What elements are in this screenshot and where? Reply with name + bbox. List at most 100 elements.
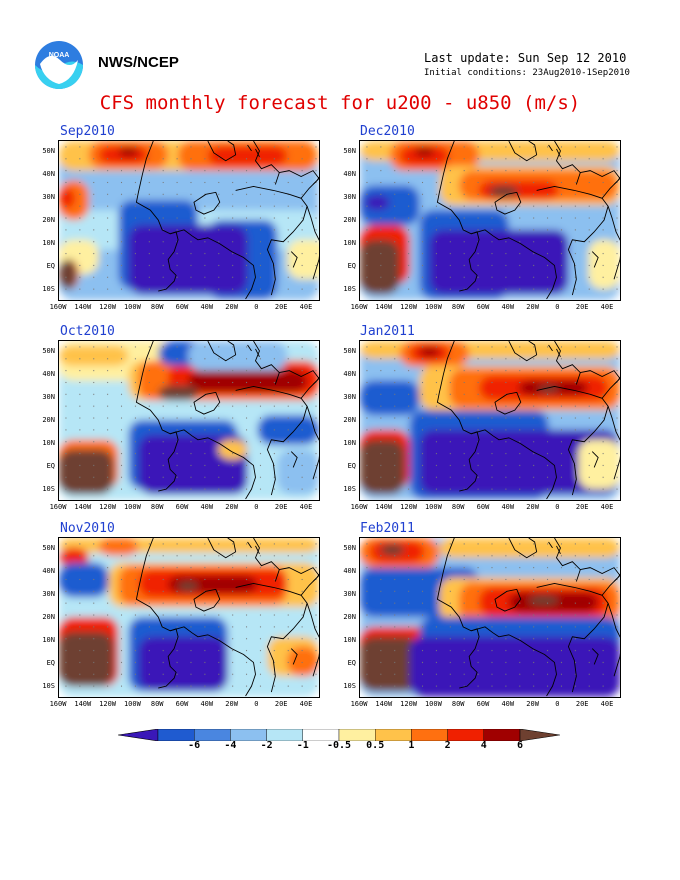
panel-title: Sep2010 — [60, 124, 115, 139]
lon-tick-label: 40E — [600, 700, 614, 708]
lon-tick-label: 40E — [299, 503, 313, 511]
lat-tick-label: 30N — [343, 193, 356, 201]
lon-tick-label: 40W — [501, 503, 515, 511]
panel-title: Oct2010 — [60, 324, 115, 339]
lon-tick-label: 40W — [200, 700, 214, 708]
lat-tick-label: EQ — [46, 262, 55, 270]
lon-tick-label: 20E — [575, 303, 589, 311]
lon-tick-label: 0 — [555, 303, 560, 311]
colorbar-label: 0.5 — [366, 740, 385, 751]
lon-tick-label: 0 — [254, 303, 259, 311]
lon-tick-label: 0 — [254, 700, 259, 708]
lon-tick-label: 120W — [400, 303, 418, 311]
colorbar-label: -0.5 — [326, 740, 352, 751]
lon-tick-label: 160W — [350, 303, 368, 311]
forecast-map — [359, 537, 621, 698]
lon-tick-label: 120W — [99, 503, 117, 511]
lon-tick-label: 80W — [451, 700, 465, 708]
initial-conditions: Initial conditions: 23Aug2010-1Sep2010 — [424, 68, 630, 78]
lon-tick-label: 0 — [555, 700, 560, 708]
lat-tick-label: 20N — [343, 613, 356, 621]
lon-tick-label: 140W — [375, 503, 393, 511]
noaa-logo: NOAA — [34, 40, 84, 90]
lon-tick-label: 40E — [299, 700, 313, 708]
lon-tick-label: 20E — [575, 700, 589, 708]
lon-tick-label: 60W — [175, 503, 189, 511]
lat-tick-label: 50N — [42, 544, 55, 552]
colorbar-arrow-low — [117, 728, 159, 742]
lon-tick-label: 60W — [476, 700, 490, 708]
colorbar-label: -1 — [296, 740, 309, 751]
lat-tick-label: 10S — [42, 682, 55, 690]
lat-tick-label: 30N — [42, 590, 55, 598]
lon-tick-label: 80W — [150, 700, 164, 708]
panel-title: Nov2010 — [60, 521, 115, 536]
lon-tick-label: 20W — [225, 700, 238, 708]
colorbar — [117, 726, 561, 750]
lon-tick-label: 40W — [501, 303, 515, 311]
lat-tick-label: 40N — [343, 170, 356, 178]
lat-tick-label: 50N — [343, 147, 356, 155]
lon-tick-label: 0 — [555, 503, 560, 511]
lat-tick-label: 50N — [343, 347, 356, 355]
lat-tick-label: 40N — [42, 567, 55, 575]
lon-tick-label: 20E — [274, 303, 288, 311]
lon-tick-label: 20W — [526, 503, 539, 511]
lat-tick-label: 10S — [343, 485, 356, 493]
forecast-map — [58, 537, 320, 698]
lon-tick-label: 40E — [600, 503, 614, 511]
lon-tick-label: 40E — [299, 303, 313, 311]
lon-tick-label: 20W — [225, 303, 238, 311]
lat-tick-label: 20N — [343, 416, 356, 424]
lat-tick-label: 40N — [42, 170, 55, 178]
lon-tick-label: 60W — [476, 503, 490, 511]
colorbar-arrow-high — [519, 728, 561, 742]
forecast-map — [58, 340, 320, 501]
colorbar-label: 2 — [444, 740, 451, 751]
lon-tick-label: 40W — [200, 303, 214, 311]
lat-tick-label: 40N — [343, 370, 356, 378]
lon-tick-label: 20E — [274, 700, 288, 708]
lat-tick-label: 50N — [42, 347, 55, 355]
lon-tick-label: 80W — [150, 303, 164, 311]
panel-title: Feb2011 — [360, 521, 415, 536]
colorbar-label: 6 — [516, 740, 524, 751]
lon-tick-label: 160W — [350, 503, 368, 511]
forecast-map — [359, 140, 621, 301]
lon-tick-label: 160W — [49, 503, 67, 511]
colorbar-label: -4 — [224, 740, 237, 751]
lon-tick-label: 160W — [350, 700, 368, 708]
lat-tick-label: 10N — [343, 636, 356, 644]
lon-tick-label: 120W — [400, 503, 418, 511]
lon-tick-label: 80W — [150, 503, 164, 511]
lon-tick-label: 140W — [74, 303, 92, 311]
lon-tick-label: 100W — [424, 700, 442, 708]
panel-title: Jan2011 — [360, 324, 415, 339]
lat-tick-label: EQ — [347, 262, 356, 270]
lat-tick-label: EQ — [46, 462, 55, 470]
lon-tick-label: 20W — [526, 303, 539, 311]
lon-tick-label: 140W — [375, 700, 393, 708]
lon-tick-label: 80W — [451, 303, 465, 311]
lon-tick-label: 100W — [424, 303, 442, 311]
lat-tick-label: 10S — [343, 682, 356, 690]
lon-tick-label: 80W — [451, 503, 465, 511]
lat-tick-label: 10N — [42, 239, 55, 247]
lon-tick-label: 140W — [74, 503, 92, 511]
lat-tick-label: 20N — [42, 613, 55, 621]
colorbar-label: -6 — [188, 740, 201, 751]
lat-tick-label: 10N — [343, 239, 356, 247]
lat-tick-label: 30N — [42, 193, 55, 201]
lat-tick-label: 10N — [42, 439, 55, 447]
lon-tick-label: 40W — [501, 700, 515, 708]
lat-tick-label: 10N — [343, 439, 356, 447]
page-title: CFS monthly forecast for u200 - u850 (m/… — [99, 92, 581, 114]
lon-tick-label: 40W — [200, 503, 214, 511]
lat-tick-label: 30N — [343, 393, 356, 401]
last-update: Last update: Sun Sep 12 2010 — [424, 51, 627, 65]
lat-tick-label: 10S — [42, 485, 55, 493]
lat-tick-label: 30N — [343, 590, 356, 598]
lon-tick-label: 140W — [74, 700, 92, 708]
forecast-map — [58, 140, 320, 301]
lon-tick-label: 100W — [123, 303, 141, 311]
